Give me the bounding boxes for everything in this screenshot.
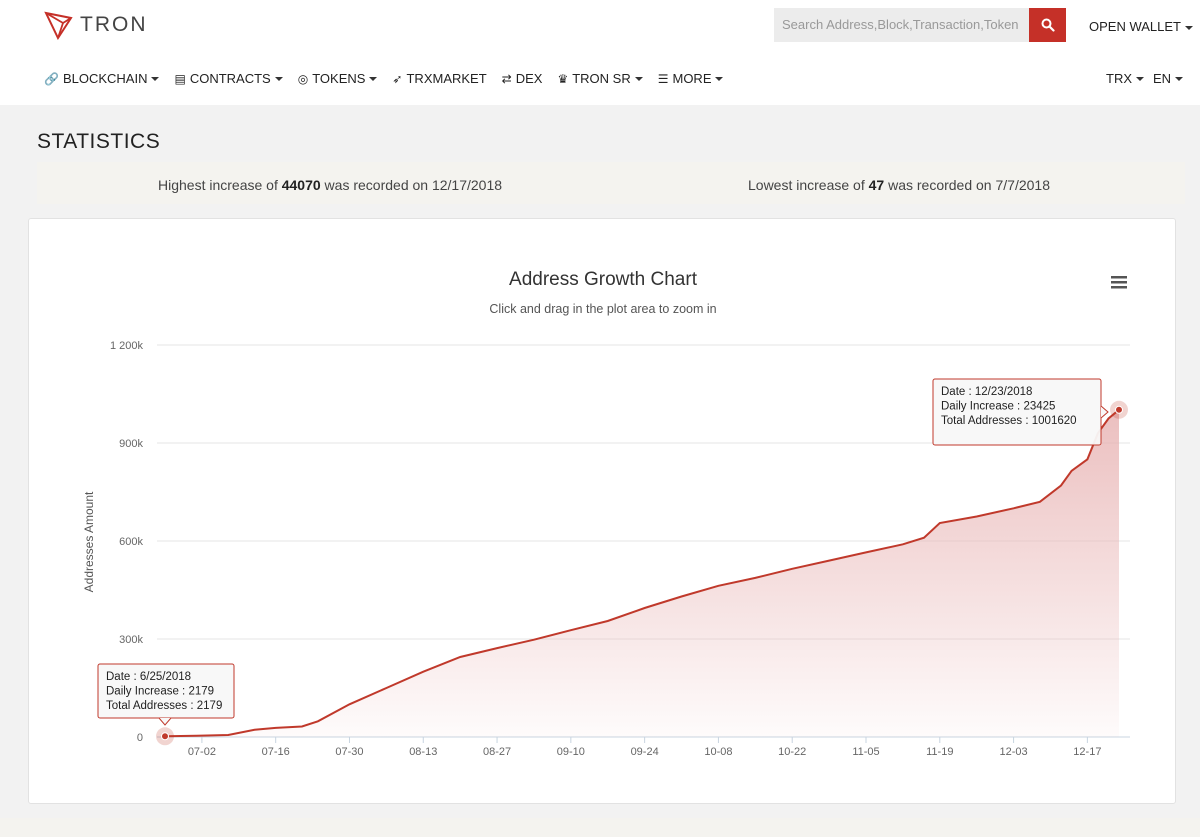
language-select[interactable]: EN: [1153, 71, 1184, 86]
x-tick-label: 09-24: [631, 746, 659, 758]
exchange-icon: ⇄: [501, 71, 512, 86]
lowest-prefix: Lowest increase of: [748, 177, 869, 193]
nav-label: DEX: [515, 71, 543, 86]
search-icon: [1041, 18, 1055, 32]
y-tick-label: 300k: [119, 634, 143, 646]
footer-strip: [0, 818, 1200, 837]
chevron-down-icon: [634, 76, 643, 81]
chevron-down-icon: [1136, 76, 1144, 81]
nav-label: TRON SR: [572, 71, 631, 86]
coins-icon: ◎: [297, 71, 309, 86]
tron-logo-icon: [44, 11, 73, 40]
list-icon: ☰: [657, 71, 669, 86]
tooltip-line: Daily Increase : 2179: [106, 686, 214, 698]
file-icon: ▤: [174, 71, 186, 86]
top-bar: TRON Search Address,Block,Transaction,To…: [0, 0, 1200, 105]
tooltip-pointer: [1100, 405, 1109, 419]
language-label: EN: [1153, 71, 1172, 86]
lowest-suffix: was recorded on 7/7/2018: [884, 177, 1050, 193]
x-tick-label: 10-22: [778, 746, 806, 758]
series-line: [164, 409, 1120, 738]
x-tick-label: 10-08: [704, 746, 732, 758]
nav-item-trxmarket[interactable]: ➶ TRXMARKET: [392, 71, 486, 86]
nav-label: BLOCKCHAIN: [62, 71, 148, 86]
open-wallet-label: OPEN WALLET: [1089, 19, 1181, 34]
rocket-icon: ➶: [392, 71, 403, 86]
tooltip: Date : 6/25/2018 Daily Increase : 2179 Tot…: [97, 663, 235, 726]
link-icon: 🔗: [44, 71, 59, 86]
x-tick-label: 11-05: [852, 746, 879, 758]
menu-icon[interactable]: [1111, 276, 1127, 289]
chart-title: Address Growth Chart: [509, 269, 698, 290]
lowest-value: 47: [868, 177, 885, 193]
nav-label: CONTRACTS: [189, 71, 271, 86]
currency-select[interactable]: TRX: [1106, 71, 1144, 86]
chart-panel: Address Growth Chart Click and drag in t…: [28, 218, 1176, 804]
tooltip-pointer: [158, 717, 172, 726]
chevron-down-icon: [369, 76, 378, 81]
page-title: STATISTICS: [37, 130, 161, 153]
tooltip-line: Date : 6/25/2018: [106, 671, 191, 683]
y-tick-label: 600k: [119, 536, 143, 548]
x-tick-label: 12-17: [1073, 746, 1101, 758]
x-tick-label: 08-13: [409, 746, 437, 758]
nav-label: TOKENS: [312, 71, 366, 86]
tooltip-line: Total Addresses : 2179: [106, 700, 222, 712]
lowest-increase-text: Lowest increase of 47 was recorded on 7/…: [748, 177, 1050, 193]
y-tick-label: 0: [137, 732, 143, 744]
chevron-down-icon: [1175, 76, 1184, 81]
statistics-summary: Highest increase of 44070 was recorded o…: [37, 162, 1185, 204]
main-nav: 🔗 BLOCKCHAIN ▤ CONTRACTS ◎ TOKENS ➶ TRXM…: [44, 71, 738, 86]
nav-item-dex[interactable]: ⇄ DEX: [502, 71, 543, 86]
highest-prefix: Highest increase of: [158, 177, 282, 193]
nav-item-more[interactable]: ☰ MORE: [658, 71, 724, 86]
logo-text: TRON: [80, 13, 148, 36]
x-tick-label: 09-10: [557, 746, 585, 758]
data-point-marker[interactable]: [1115, 405, 1123, 414]
chart-subtitle: Click and drag in the plot area to zoom …: [489, 302, 716, 316]
nav-item-tron-sr[interactable]: ♛ TRON SR: [557, 71, 643, 86]
nav-item-contracts[interactable]: ▤ CONTRACTS: [174, 71, 283, 86]
currency-label: TRX: [1106, 71, 1132, 86]
nav-item-blockchain[interactable]: 🔗 BLOCKCHAIN: [44, 71, 160, 86]
tooltip-line: Daily Increase : 23425: [941, 401, 1055, 413]
series-area: [165, 409, 1119, 737]
address-growth-chart[interactable]: Address Growth Chart Click and drag in t…: [29, 219, 1175, 803]
search-input[interactable]: Search Address,Block,Transaction,Token: [774, 8, 1029, 42]
highest-increase-text: Highest increase of 44070 was recorded o…: [158, 177, 502, 193]
open-wallet-menu[interactable]: OPEN WALLET: [1089, 19, 1193, 34]
y-axis-label: Addresses Amount: [82, 491, 96, 592]
nav-label: MORE: [672, 71, 712, 86]
tooltip: Date : 12/23/2018 Daily Increase : 23425 T…: [932, 378, 1109, 446]
tron-logo[interactable]: TRON: [44, 10, 148, 40]
highest-suffix: was recorded on 12/17/2018: [320, 177, 503, 193]
nav-item-tokens[interactable]: ◎ TOKENS: [298, 71, 378, 86]
x-tick-label: 07-16: [262, 746, 290, 758]
crown-icon: ♛: [557, 71, 569, 86]
y-tick-label: 1 200k: [110, 340, 144, 352]
y-tick-label: 900k: [119, 438, 143, 450]
nav-label: TRXMARKET: [406, 71, 487, 86]
x-tick-label: 07-30: [335, 746, 363, 758]
chevron-down-icon: [715, 76, 724, 81]
data-point-marker[interactable]: [161, 732, 169, 741]
x-tick-label: 11-19: [926, 746, 953, 758]
chevron-down-icon: [1184, 25, 1193, 30]
tooltip-line: Date : 12/23/2018: [941, 386, 1032, 398]
chevron-down-icon: [274, 76, 283, 81]
search-button[interactable]: [1029, 8, 1066, 42]
tooltip-line: Total Addresses : 1001620: [941, 415, 1077, 427]
x-tick-label: 12-03: [1000, 746, 1028, 758]
chevron-down-icon: [151, 76, 160, 81]
x-tick-label: 08-27: [483, 746, 511, 758]
highest-value: 44070: [281, 177, 321, 193]
x-tick-label: 07-02: [188, 746, 216, 758]
